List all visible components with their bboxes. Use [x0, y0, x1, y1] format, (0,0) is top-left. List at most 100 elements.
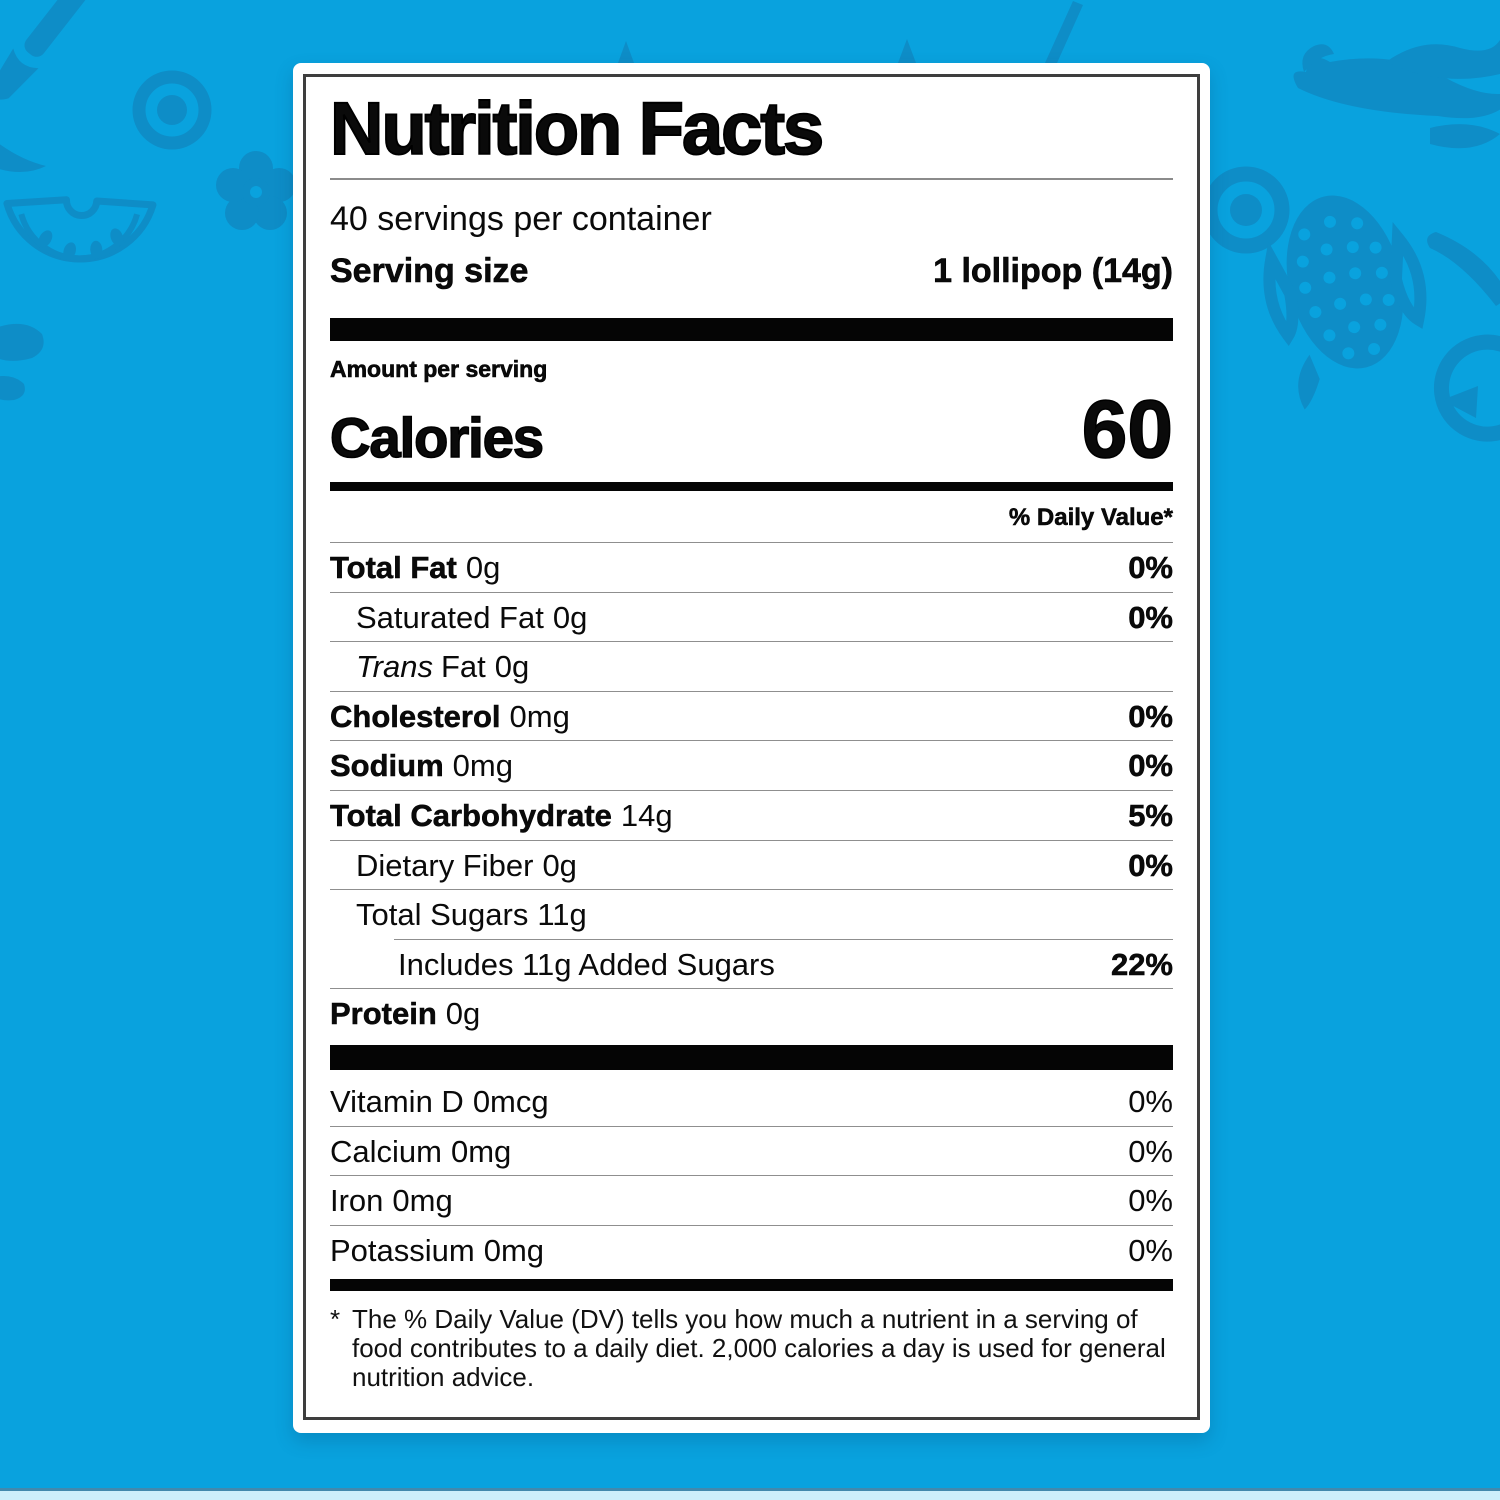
- label-title: Nutrition Facts: [329, 87, 825, 170]
- nutrient-name: Protein: [330, 996, 437, 1032]
- footnote-text: The % Daily Value (DV) tells you how muc…: [352, 1304, 1166, 1392]
- circular-arrow-icon: [1434, 334, 1500, 442]
- nutrient-amount: 0mg: [483, 1232, 545, 1268]
- nutrient-amount: 11g: [537, 897, 587, 933]
- serving-size-value: 1 lollipop (14g): [933, 251, 1174, 291]
- thick-bar-bottom: [330, 1279, 1173, 1292]
- nutrient-dv: 0%: [1128, 1084, 1173, 1119]
- nutrient-name: Total Sugars: [356, 897, 529, 933]
- nutrient-name: Calcium: [330, 1133, 442, 1169]
- nutrient-row-protein: Protein 0g: [330, 989, 1173, 1038]
- paint-stroke-icon: [0, 144, 46, 401]
- micronutrient-row-potassium: Potassium 0mg 0%: [330, 1226, 1173, 1275]
- nutrient-name: Cholesterol: [330, 698, 501, 734]
- nutrient-amount: 0g: [552, 599, 588, 635]
- serving-size-label: Serving size: [330, 251, 529, 291]
- nutrient-dv: 0%: [1128, 748, 1173, 784]
- calories-label: Calories: [329, 405, 545, 470]
- nutrient-name: Vitamin D: [330, 1084, 464, 1119]
- nutrient-row-dietary-fiber: Dietary Fiber 0g 0%: [330, 841, 1173, 890]
- nutrient-row-cholesterol: Cholesterol 0mg 0%: [330, 692, 1173, 741]
- micronutrient-row-calcium: Calcium 0mg 0%: [330, 1127, 1173, 1176]
- divider: [330, 1125, 1173, 1127]
- nutrient-name: Saturated Fat: [356, 599, 544, 635]
- nutrient-row-saturated-fat: Saturated Fat 0g 0%: [330, 593, 1173, 642]
- calories-value: 60: [1081, 383, 1174, 476]
- footnote: * The % Daily Value (DV) tells you how m…: [330, 1305, 1173, 1391]
- carrot-top-icon: [618, 1, 1083, 63]
- nutrient-amount: 0g: [542, 847, 577, 883]
- nutrient-name: Includes 11g Added Sugars: [398, 946, 775, 982]
- divider: [330, 641, 1173, 643]
- mini-donut-icon: [1202, 166, 1290, 254]
- micronutrient-row-iron: Iron 0mg 0%: [330, 1176, 1173, 1225]
- nutrient-dv: 0%: [1128, 847, 1173, 883]
- daily-value-header: % Daily Value*: [1008, 503, 1174, 532]
- thick-bar-calories: [330, 481, 1173, 491]
- nutrition-label-border: Nutrition Facts 40 servings per containe…: [303, 74, 1200, 1420]
- nutrient-amount: 0mcg: [472, 1084, 549, 1119]
- thick-bar-middle: [330, 1045, 1173, 1070]
- divider-indented: [394, 938, 1173, 940]
- nutrition-label-card: Nutrition Facts 40 servings per containe…: [293, 63, 1210, 1433]
- nutrient-amount: 0mg: [509, 698, 570, 734]
- flame-icon: [1386, 40, 1500, 149]
- nutrient-row-total-fat: Total Fat 0g 0%: [330, 543, 1173, 592]
- divider: [330, 1224, 1173, 1226]
- nutrient-amount: 0mg: [450, 1133, 512, 1169]
- calories-row: Calories 60: [329, 383, 1174, 477]
- chili-pepper-icon: [1293, 44, 1500, 119]
- nutrient-dv: 0%: [1128, 1133, 1173, 1169]
- micronutrient-row-vitamin-d: Vitamin D 0mcg 0%: [330, 1077, 1173, 1126]
- divider: [330, 541, 1173, 543]
- nutrient-dv: 0%: [1128, 1183, 1173, 1219]
- nutrient-dv: 0%: [1128, 698, 1173, 734]
- divider: [330, 889, 1173, 891]
- watermelon-icon: [3, 196, 157, 263]
- nutrient-dv: 22%: [1110, 946, 1174, 982]
- nutrient-row-trans-fat: Trans Fat 0g: [330, 642, 1173, 691]
- divider: [330, 839, 1173, 841]
- nutrient-name-italic: Trans: [356, 649, 433, 685]
- nutrient-row-sodium: Sodium 0mg 0%: [330, 741, 1173, 790]
- nutrient-amount: 14g: [620, 797, 673, 833]
- nutrient-name: Sodium: [330, 748, 444, 784]
- serving-size-row: Serving size 1 lollipop (14g): [330, 251, 1174, 291]
- divider: [330, 591, 1173, 593]
- nutrient-row-added-sugars: Includes 11g Added Sugars 22%: [330, 940, 1173, 989]
- nutrient-dv: 0%: [1128, 599, 1173, 635]
- divider: [330, 690, 1173, 692]
- flower-icon: [216, 151, 296, 230]
- footnote-marker: *: [330, 1304, 341, 1335]
- nutrient-dv: 0%: [1128, 549, 1173, 585]
- nutrient-dv: 5%: [1128, 797, 1173, 833]
- nutrient-row-total-carbohydrate: Total Carbohydrate 14g 5%: [330, 791, 1173, 840]
- nutrient-dv: 0%: [1128, 1232, 1173, 1268]
- corn-icon: [1263, 195, 1427, 410]
- nutrient-name: Total Fat: [330, 549, 457, 585]
- nutrient-amount: 0g: [465, 549, 501, 585]
- divider: [330, 740, 1173, 742]
- donut-icon: [132, 70, 212, 150]
- nutrient-row-total-sugars: Total Sugars 11g: [330, 890, 1173, 939]
- nutrient-amount: 0mg: [392, 1183, 453, 1219]
- bottom-edge-strip: [0, 1488, 1500, 1500]
- servings-per-container: 40 servings per container: [330, 199, 712, 238]
- nutrient-amount: 0mg: [452, 748, 513, 784]
- nutrient-amount: 0g: [494, 649, 530, 685]
- nutrient-name: Total Carbohydrate: [330, 797, 612, 833]
- divider: [330, 988, 1173, 990]
- divider-under-title: [330, 177, 1173, 180]
- nutrient-amount: 0g: [445, 996, 481, 1032]
- amount-per-serving: Amount per serving: [330, 355, 548, 383]
- pepper-crescent-icon: [1427, 232, 1500, 306]
- nutrient-name: Fat: [440, 649, 486, 685]
- paintbrush-icon: [0, 0, 100, 100]
- nutrient-name: Dietary Fiber: [356, 847, 534, 883]
- nutrient-name: Iron: [330, 1183, 384, 1219]
- thick-bar-top: [330, 317, 1173, 341]
- divider: [330, 1175, 1173, 1177]
- nutrient-name: Potassium: [330, 1232, 475, 1268]
- divider: [330, 789, 1173, 791]
